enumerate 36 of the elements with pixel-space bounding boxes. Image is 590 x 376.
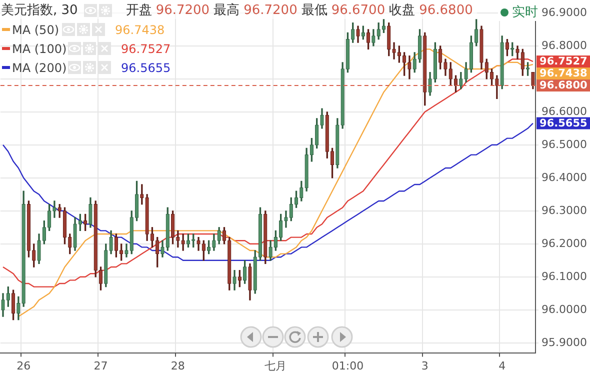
x-tick-label: 4 [498,359,506,372]
data-label: 96.5655 [540,118,588,130]
x-tick-label: 01:00 [332,359,364,372]
x-tick-label: 3 [421,359,428,372]
legend-label: MA (200) [12,60,68,74]
candlestick [284,210,288,228]
chart-title: 美元指数, 30 [1,2,78,19]
legend-label: MA (100) [12,42,68,56]
candlestick [181,234,185,251]
x-tick-label: 27 [94,359,108,372]
candlestick [392,42,396,60]
y-tick-label: 96.0000 [542,302,588,316]
y-tick-label: 96.1000 [542,270,588,283]
y-tick-label: 96.4000 [542,170,588,184]
x-tick-label: 28 [170,359,185,372]
data-label: 96.7438 [540,68,588,80]
candlestick [196,236,200,251]
annotation: 实时 [512,4,538,21]
y-tick-label: 96.9000 [542,6,588,19]
x-tick-label: 26 [16,359,31,372]
text: 96.7527 [121,42,171,56]
chart-subtitle: 开盘 96.7200 最高 96.7200 最低 96.6700 收盘 96.6800 [126,3,473,18]
y-tick-label: 96.5000 [542,138,588,151]
data-label: 96.7527 [540,56,588,68]
y-tick-label: 96.8000 [542,38,588,52]
y-tick-label: 96.3000 [542,204,588,217]
text: 96.5655 [121,60,171,74]
ref-line-label: 96.6800 [540,80,588,92]
y-tick-label: 95.9000 [542,336,588,349]
candlestick [176,230,180,248]
candlestick [52,200,56,218]
y-tick-label: 96.2000 [542,236,588,250]
text: 96.7438 [115,22,165,36]
y-tick-label: 96.6000 [542,104,588,118]
legend-label: MA (50) [12,22,60,36]
x-tick-label: 七月 [264,359,287,372]
